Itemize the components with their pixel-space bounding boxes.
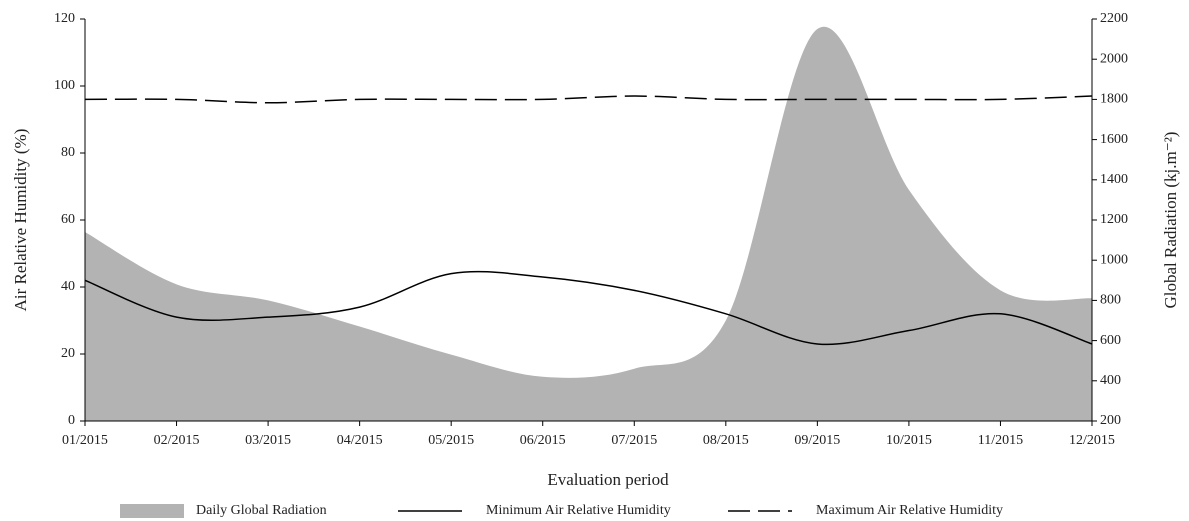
y2-tick-label: 800 [1100, 293, 1121, 308]
y-tick-label: 120 [54, 11, 75, 26]
legend-swatch [120, 504, 184, 518]
x-tick-label: 03/2015 [245, 433, 291, 448]
x-tick-label: 06/2015 [520, 433, 566, 448]
y2-tick-label: 1400 [1100, 172, 1128, 187]
y2-tick-label: 1800 [1100, 92, 1128, 107]
y2-tick-label: 600 [1100, 333, 1121, 348]
x-tick-label: 10/2015 [886, 433, 932, 448]
y-tick-label: 20 [61, 346, 75, 361]
y2-axis-label: Global Radiation (kj.m⁻²) [1161, 132, 1180, 309]
x-tick-label: 12/2015 [1069, 433, 1115, 448]
y2-tick-label: 2200 [1100, 11, 1128, 26]
legend-label: Daily Global Radiation [196, 503, 327, 518]
x-axis-label: Evaluation period [547, 470, 669, 489]
area [85, 26, 1092, 421]
legend-label: Maximum Air Relative Humidity [816, 503, 1003, 518]
y2-tick-label: 400 [1100, 373, 1121, 388]
y2-tick-label: 1200 [1100, 212, 1128, 227]
y2-tick-label: 1000 [1100, 252, 1128, 267]
y-tick-label: 100 [54, 78, 75, 93]
x-tick-label: 11/2015 [978, 433, 1023, 448]
y-tick-label: 40 [61, 279, 75, 294]
y-tick-label: 80 [61, 145, 75, 160]
y2-tick-label: 200 [1100, 413, 1121, 428]
y2-tick-label: 2000 [1100, 51, 1128, 66]
y2-tick-label: 1600 [1100, 132, 1128, 147]
x-tick-label: 02/2015 [154, 433, 200, 448]
x-tick-label: 09/2015 [794, 433, 840, 448]
line [84, 95, 1093, 104]
x-tick-label: 08/2015 [703, 433, 749, 448]
x-tick-label: 04/2015 [337, 433, 383, 448]
line [84, 270, 1093, 346]
x-tick-label: 01/2015 [62, 433, 108, 448]
x-tick-label: 05/2015 [428, 433, 474, 448]
y-tick-label: 60 [61, 212, 75, 227]
legend-label: Minimum Air Relative Humidity [486, 503, 671, 518]
y-tick-label: 0 [68, 413, 75, 428]
y-axis-label: Air Relative Humidity (%) [11, 129, 30, 312]
x-tick-label: 07/2015 [611, 433, 657, 448]
